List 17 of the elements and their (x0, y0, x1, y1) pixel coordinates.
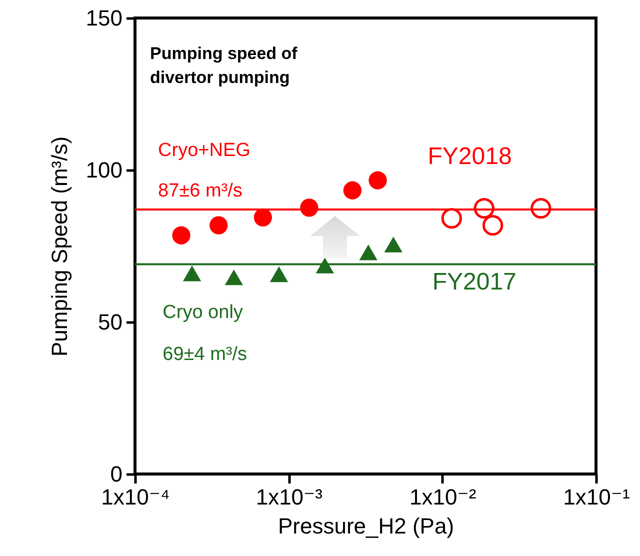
annotation: FY2018 (428, 143, 512, 170)
x-tick-label: 1x10⁻⁴ (101, 484, 170, 510)
y-tick-label: 0 (110, 462, 122, 486)
text: Pumping speed of divertor pumping (150, 44, 298, 87)
x-tick-label: 1x10⁻³ (256, 484, 322, 510)
ref-line-label: 69±4 m³/s (162, 344, 248, 366)
y-tick-label: 100 (86, 158, 122, 182)
y-axis-title: Pumping Speed (m³/s) (46, 136, 72, 357)
annotation: Cryo+NEG (158, 140, 250, 162)
ref-line-label: 87±6 m³/s (158, 180, 242, 202)
annotation: FY2017 (432, 268, 516, 296)
x-tick-label: 1x10⁻² (410, 484, 476, 510)
y-tick-label: 50 (98, 310, 122, 334)
y-tick-label: 150 (86, 6, 122, 30)
x-tick-label: 1x10⁻¹ (563, 484, 630, 510)
annotation: Cryo only (162, 302, 244, 324)
x-axis-title: Pressure_H2 (Pa) (278, 514, 454, 538)
